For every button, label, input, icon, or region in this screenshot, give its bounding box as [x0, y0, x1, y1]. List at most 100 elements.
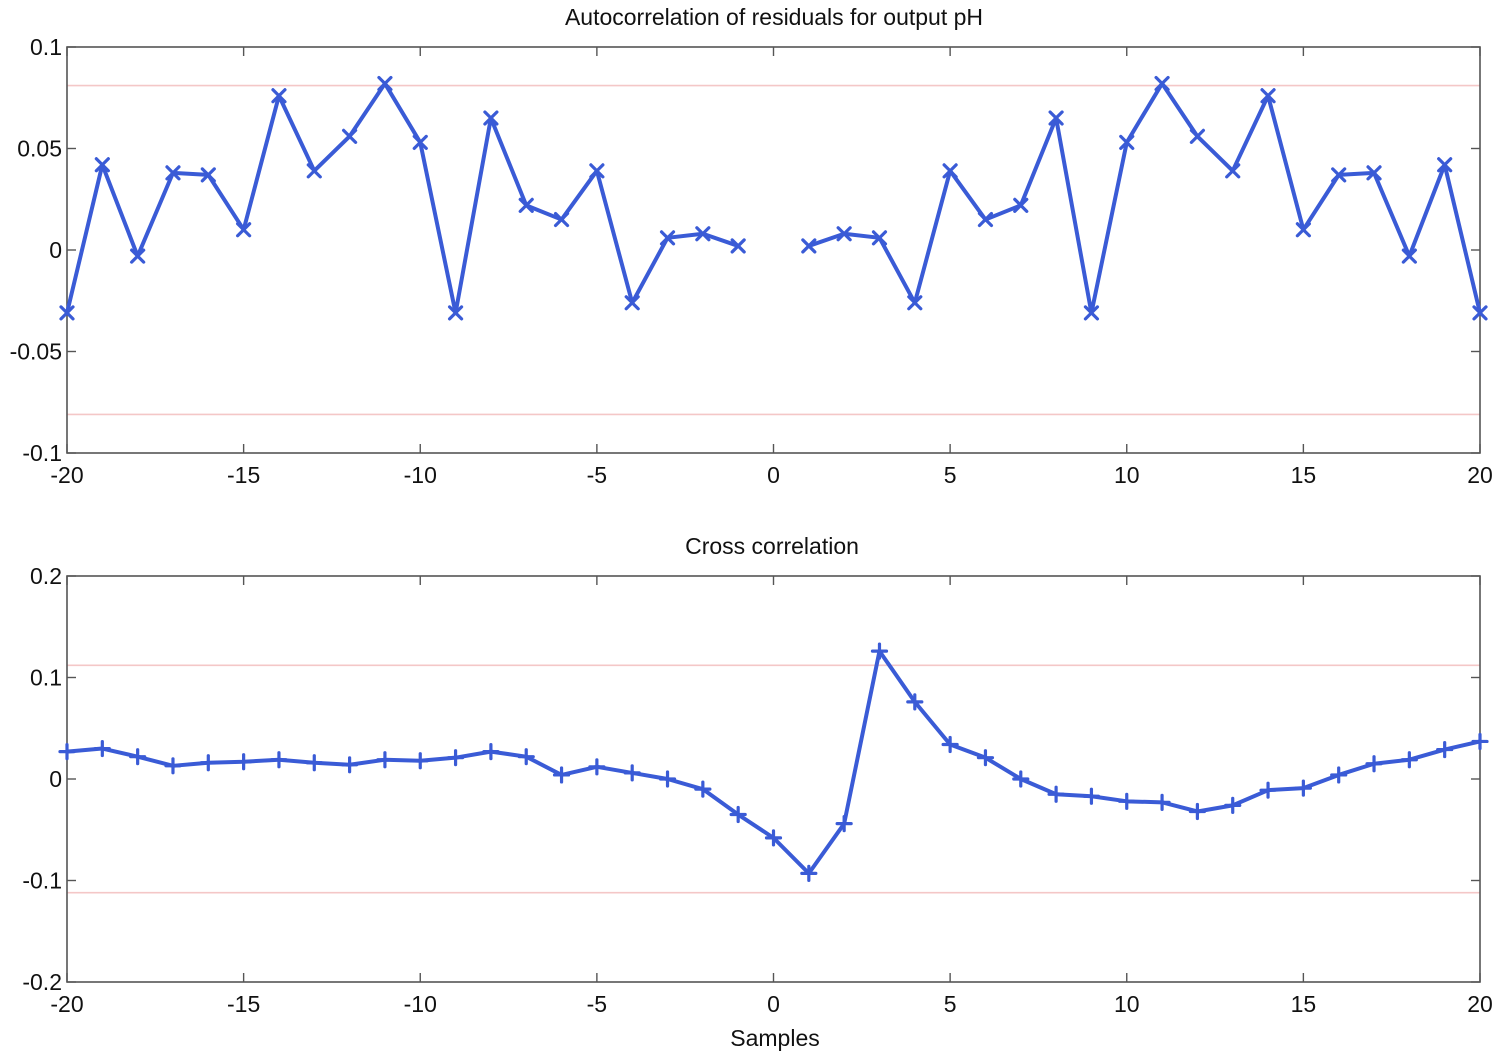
autocorrelation-marker-stroke: [447, 305, 464, 321]
cross-correlation-data-point: [800, 864, 818, 882]
cross-correlation-xtick-label: -5: [587, 991, 607, 1017]
autocorrelation-data-point: [836, 226, 852, 242]
cross-correlation-data-point: [906, 693, 924, 711]
autocorrelation-marker-stroke: [801, 238, 817, 254]
autocorrelation-axes-frame: [66, 46, 1481, 454]
autocorrelation-data-point: [695, 226, 711, 242]
autocorrelation-marker-stroke: [271, 88, 287, 104]
cross-correlation-data-point: [694, 780, 712, 798]
cross-correlation-data-point: [411, 752, 429, 770]
autocorrelation-marker-stroke: [1437, 157, 1453, 173]
autocorrelation-data-point: [1225, 163, 1241, 179]
cross-correlation-data-point: [482, 742, 500, 761]
autocorrelation-data-point: [942, 163, 958, 179]
cross-correlation-ytick-label: 0.2: [30, 563, 62, 589]
autocorrelation-data-point: [271, 88, 287, 104]
autocorrelation-data-point: [1295, 222, 1311, 238]
autocorrelation-marker-stroke: [977, 211, 994, 228]
autocorrelation-data-point: [1154, 75, 1170, 92]
autocorrelation-data-point: [200, 167, 216, 183]
cross-correlation-data-point: [270, 751, 288, 769]
autocorrelation-data-point: [377, 75, 393, 92]
autocorrelation-data-point: [553, 211, 570, 228]
autocorrelation-marker-stroke: [730, 238, 746, 254]
autocorrelation-data-point: [1401, 248, 1417, 264]
autocorrelation-data-point: [412, 134, 428, 151]
cross-correlation-data-point: [1330, 766, 1348, 784]
autocorrelation-data-point: [59, 305, 75, 321]
autocorrelation-data-point: [907, 295, 923, 311]
cross-correlation-data-point: [1365, 755, 1383, 773]
cross-correlation-data-point: [517, 748, 535, 766]
autocorrelation-data-point: [1189, 128, 1206, 144]
autocorrelation-data-point: [306, 163, 322, 179]
autocorrelation-marker-stroke: [1048, 110, 1064, 126]
autocorrelation-xtick-label: 5: [944, 462, 957, 488]
cross-correlation-ytick-label: 0.1: [30, 665, 62, 691]
autocorrelation-xtick-label: 0: [767, 462, 780, 488]
autocorrelation-series-line: [806, 81, 1482, 315]
autocorrelation-data-point: [518, 197, 534, 213]
cross-correlation-data-point: [623, 764, 641, 782]
cross-correlation-title: Cross correlation: [685, 533, 859, 559]
autocorrelation-data-point: [94, 157, 110, 173]
cross-correlation-data-point: [129, 748, 147, 766]
autocorrelation-xtick-label: 20: [1467, 462, 1493, 488]
cross-correlation-data-point: [1436, 740, 1454, 759]
cross-correlation-xtick-label: 0: [767, 991, 780, 1017]
cross-correlation-data-point: [1118, 792, 1136, 810]
autocorrelation-marker-stroke: [1119, 134, 1135, 151]
autocorrelation-data-point: [1331, 167, 1347, 183]
autocorrelation-marker-stroke: [624, 295, 640, 311]
autocorrelation-marker-stroke: [907, 295, 923, 311]
autocorrelation-data-point: [1119, 134, 1135, 151]
autocorrelation-marker-stroke: [483, 110, 499, 126]
autocorrelation-marker-stroke: [1083, 305, 1100, 321]
autocorrelation-series-line: [65, 81, 741, 315]
autocorrelation-marker-stroke: [518, 197, 534, 213]
autocorrelation-data-point: [871, 230, 888, 246]
autocorrelation-data-point: [236, 222, 252, 238]
autocorrelation-marker-stroke: [342, 128, 358, 144]
autocorrelation-marker-stroke: [1260, 88, 1276, 104]
autocorrelation-marker-stroke: [942, 163, 958, 179]
autocorrelation-marker-stroke: [1225, 163, 1241, 179]
cross-correlation-xtick-label: -15: [227, 991, 260, 1017]
cross-correlation-data-point: [1471, 732, 1489, 751]
cross-correlation-data-point: [1082, 787, 1101, 805]
cross-correlation-subplot: Cross correlation -20 -15 -10 -5 0 5 10 15 20 -0.…: [22, 533, 1492, 1051]
cross-correlation-ytick-label: 0: [49, 766, 62, 792]
cross-correlation-xtick-label: 5: [944, 991, 957, 1017]
autocorrelation-ytick-label: -0.1: [22, 440, 62, 466]
autocorrelation-ytick-label: -0.05: [10, 339, 62, 365]
cross-correlation-data-point: [199, 754, 217, 772]
autocorrelation-data-point: [447, 305, 464, 321]
autocorrelation-marker-stroke: [1154, 75, 1170, 92]
cross-correlation-xtick-label: -10: [404, 991, 437, 1017]
autocorrelation-data-point: [1260, 88, 1276, 104]
autocorrelation-xtick-label: 10: [1114, 462, 1140, 488]
autocorrelation-marker-stroke: [836, 226, 852, 242]
cross-correlation-data-point: [1188, 802, 1207, 821]
autocorrelation-marker-stroke: [59, 305, 75, 321]
cross-correlation-data-point: [729, 805, 747, 824]
cross-correlation-data-point: [835, 815, 853, 833]
cross-correlation-data-point: [446, 749, 465, 767]
autocorrelation-data-point: [1366, 165, 1382, 181]
autocorrelation-marker-stroke: [1366, 165, 1382, 181]
cross-correlation-xtick-label: -20: [50, 991, 83, 1017]
autocorrelation-marker-stroke: [589, 163, 605, 179]
autocorrelation-data-point: [1472, 305, 1488, 321]
autocorrelation-marker-stroke: [236, 222, 252, 238]
autocorrelation-ytick-label: 0.1: [30, 34, 62, 60]
cross-correlation-data-point: [235, 753, 253, 771]
cross-correlation-xtick-label: 10: [1114, 991, 1140, 1017]
autocorrelation-data-point: [659, 230, 676, 246]
autocorrelation-subplot: Autocorrelation of residuals for output …: [10, 4, 1493, 488]
cross-correlation-xlabel: Samples: [730, 1025, 819, 1051]
autocorrelation-ytick-label: 0: [49, 237, 62, 263]
cross-correlation-data-point: [1294, 779, 1312, 797]
autocorrelation-marker-stroke: [377, 75, 393, 92]
autocorrelation-xtick-label: -20: [50, 462, 83, 488]
autocorrelation-xtick-label: -10: [404, 462, 437, 488]
